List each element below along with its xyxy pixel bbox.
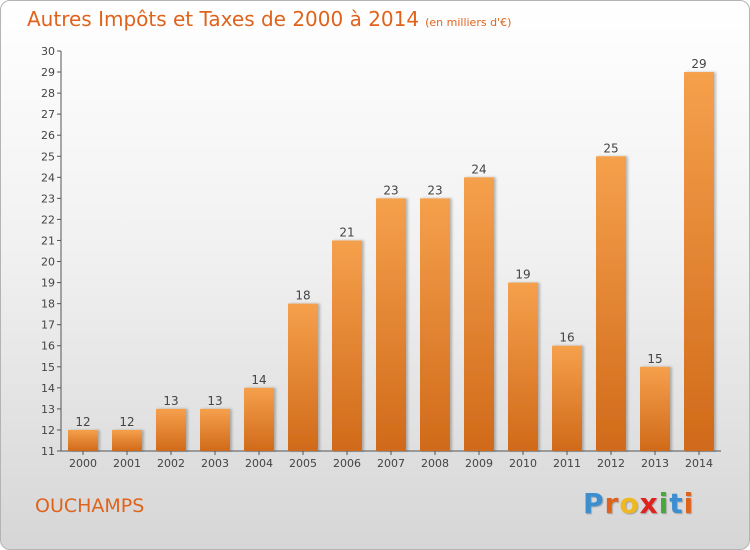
bar-value-label: 15 bbox=[647, 352, 662, 366]
chart-title: Autres Impôts et Taxes de 2000 à 2014 (en… bbox=[27, 7, 511, 31]
bar-2013 bbox=[640, 366, 670, 451]
bar-2003 bbox=[200, 408, 230, 451]
y-tick-label: 22 bbox=[41, 213, 55, 226]
y-tick-label: 27 bbox=[41, 108, 55, 121]
bar-2001 bbox=[112, 429, 142, 451]
y-tick-label: 21 bbox=[41, 234, 55, 247]
bar-2000 bbox=[68, 429, 98, 451]
bar-2008 bbox=[420, 198, 450, 451]
chart-title-text: Autres Impôts et Taxes de 2000 à 2014 bbox=[27, 7, 420, 31]
bar-value-label: 19 bbox=[515, 268, 530, 282]
bars bbox=[68, 72, 714, 451]
bar-value-label: 14 bbox=[251, 373, 266, 387]
y-tick-label: 18 bbox=[41, 298, 55, 311]
bar-value-label: 25 bbox=[603, 141, 618, 155]
bar-value-label: 23 bbox=[383, 183, 398, 197]
y-tick-label: 24 bbox=[41, 171, 55, 184]
x-tick-label: 2011 bbox=[553, 457, 581, 470]
logo-letter: x bbox=[639, 487, 659, 520]
commune-name: OUCHAMPS bbox=[35, 495, 145, 517]
y-tick-label: 26 bbox=[41, 129, 55, 142]
bar-2007 bbox=[376, 198, 406, 451]
x-tick-label: 2007 bbox=[377, 457, 405, 470]
y-tick-label: 12 bbox=[41, 424, 55, 437]
logo-letter: r bbox=[604, 487, 620, 520]
x-tick-label: 2012 bbox=[597, 457, 625, 470]
x-tick-label: 2000 bbox=[69, 457, 97, 470]
logo-letter: i bbox=[683, 487, 695, 520]
bar-2011 bbox=[552, 345, 582, 451]
bar-value-label: 12 bbox=[75, 415, 90, 429]
x-tick-label: 2003 bbox=[201, 457, 229, 470]
x-tick-label: 2004 bbox=[245, 457, 273, 470]
bar-value-label: 21 bbox=[339, 225, 354, 239]
logo-letter: t bbox=[669, 487, 684, 520]
proxiti-logo: Proxiti bbox=[583, 487, 694, 520]
bar-2004 bbox=[244, 387, 274, 451]
x-tick-label: 2001 bbox=[113, 457, 141, 470]
y-tick-label: 17 bbox=[41, 319, 55, 332]
y-tick-label: 28 bbox=[41, 87, 55, 100]
logo-letter: P bbox=[583, 487, 605, 520]
y-tick-label: 13 bbox=[41, 403, 55, 416]
x-tick-label: 2010 bbox=[509, 457, 537, 470]
y-tick-label: 29 bbox=[41, 66, 55, 79]
y-tick-label: 19 bbox=[41, 277, 55, 290]
bar-value-label: 23 bbox=[427, 183, 442, 197]
x-tick-label: 2008 bbox=[421, 457, 449, 470]
x-tick-label: 2013 bbox=[641, 457, 669, 470]
bar-2006 bbox=[332, 240, 362, 451]
x-tick-label: 2014 bbox=[685, 457, 713, 470]
y-tick-label: 25 bbox=[41, 150, 55, 163]
y-axis: 11 12 13 14 15 16 17 18 19 20 21 22 23 24 25 26 27 28 29 30 bbox=[41, 45, 62, 458]
bar-2014 bbox=[684, 72, 714, 451]
bar-value-label: 24 bbox=[471, 162, 486, 176]
bar-value-label: 18 bbox=[295, 289, 310, 303]
y-tick-label: 20 bbox=[41, 256, 55, 269]
bar-value-label: 29 bbox=[691, 57, 706, 71]
y-tick-label: 23 bbox=[41, 192, 55, 205]
logo-letter: i bbox=[658, 487, 670, 520]
chart-unit: (en milliers d'€) bbox=[425, 16, 512, 29]
y-tick-label: 11 bbox=[41, 445, 55, 458]
bar-value-label: 13 bbox=[163, 394, 178, 408]
x-tick-label: 2009 bbox=[465, 457, 493, 470]
x-tick-label: 2002 bbox=[157, 457, 185, 470]
bar-2002 bbox=[156, 408, 186, 451]
bar-2012 bbox=[596, 156, 626, 451]
bar-2010 bbox=[508, 282, 538, 451]
x-axis: 2000 2001 2002 2003 2004 2005 2006 2007 2008 2009… bbox=[61, 450, 721, 470]
y-tick-label: 15 bbox=[41, 361, 55, 374]
x-tick-label: 2005 bbox=[289, 457, 317, 470]
bar-value-label: 16 bbox=[559, 331, 574, 345]
bar-2009 bbox=[464, 177, 494, 451]
value-labels: 12 12 13 13 14 18 21 23 23 24 19 16 25 15 29 bbox=[75, 57, 706, 429]
bar-2005 bbox=[288, 303, 318, 451]
y-tick-label: 14 bbox=[41, 382, 55, 395]
bar-value-label: 12 bbox=[119, 415, 134, 429]
logo-letter: o bbox=[619, 487, 640, 520]
x-tick-label: 2006 bbox=[333, 457, 361, 470]
bar-value-label: 13 bbox=[207, 394, 222, 408]
y-tick-label: 16 bbox=[41, 340, 55, 353]
y-tick-label: 30 bbox=[41, 45, 55, 58]
